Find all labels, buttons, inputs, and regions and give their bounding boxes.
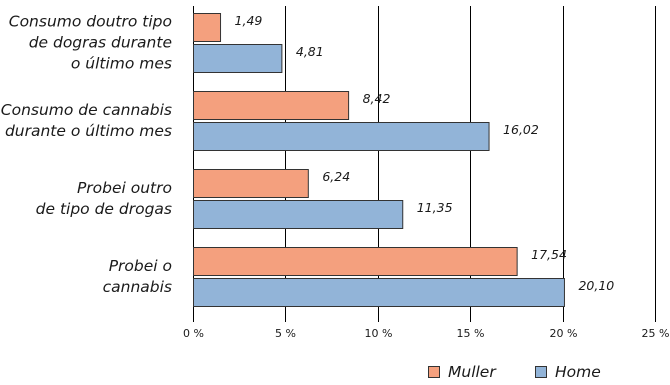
category-label: durante o último mes xyxy=(5,122,172,140)
bar-home xyxy=(193,122,490,151)
value-labels: 1,49 4,81 8,42 16,02 6,24 11,35 17,54 20,10 xyxy=(235,13,615,293)
bar-muller xyxy=(193,13,222,42)
value-label: 17,54 xyxy=(531,247,567,262)
bar-home xyxy=(193,44,283,73)
bars xyxy=(193,13,565,307)
category-label: de dogras durante xyxy=(29,34,172,52)
x-axis-ticks: 0 % 5 % 10 % 15 % 20 % 25 % xyxy=(183,318,669,340)
category-labels: Consumo doutro tipo de dogras durante o úl… xyxy=(1,13,172,297)
bar-home xyxy=(193,278,565,307)
value-label: 4,81 xyxy=(296,44,324,59)
category-label: Consumo doutro tipo xyxy=(9,13,172,31)
bar-home xyxy=(193,200,404,229)
x-tick-label: 5 % xyxy=(275,327,296,340)
category-label: Probei o xyxy=(109,257,172,275)
legend-swatch-muller xyxy=(428,366,440,378)
x-tick-label: 10 % xyxy=(365,327,393,340)
category-label: o último mes xyxy=(71,55,172,73)
value-label: 20,10 xyxy=(578,278,614,293)
x-tick-label: 0 % xyxy=(183,327,204,340)
value-label: 11,35 xyxy=(417,200,453,215)
x-tick-label: 25 % xyxy=(642,327,670,340)
value-label: 16,02 xyxy=(503,122,539,137)
category-label: Consumo de cannabis xyxy=(1,101,172,119)
category-label: Probei outro xyxy=(77,179,172,197)
category-label: cannabis xyxy=(103,278,172,296)
value-label: 6,24 xyxy=(322,169,350,184)
value-label: 1,49 xyxy=(235,13,263,28)
bar-muller xyxy=(193,169,309,198)
category-label: de tipo de drogas xyxy=(36,200,172,218)
x-tick-label: 20 % xyxy=(550,327,578,340)
bar-muller xyxy=(193,91,350,120)
x-tick-label: 15 % xyxy=(457,327,485,340)
bar-muller xyxy=(193,247,518,276)
value-label: 8,42 xyxy=(363,91,391,106)
legend-label: Muller xyxy=(448,363,497,381)
legend-label: Home xyxy=(555,363,601,381)
legend-swatch-home xyxy=(535,366,547,378)
legend: Muller Home xyxy=(428,363,601,381)
